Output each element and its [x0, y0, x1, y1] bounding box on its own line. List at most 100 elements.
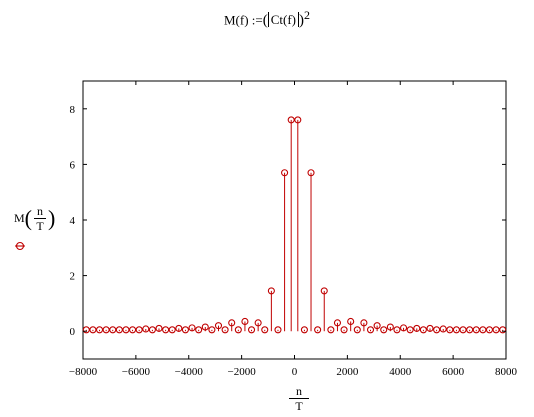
formula-power: 2 [304, 8, 311, 22]
formula-lhs: M(f) [223, 12, 249, 28]
stem-marker [459, 326, 467, 334]
stem-marker [115, 326, 123, 334]
stem-marker [472, 326, 480, 334]
y-axis-ticks: 0 2 4 6 8 [70, 104, 506, 338]
stem-marker [479, 326, 487, 334]
x-tick-label: −2000 [228, 366, 257, 378]
stem-point [254, 319, 262, 332]
stem-point [234, 326, 242, 334]
y-axis-label-num: n [34, 204, 46, 219]
stem-marker [485, 326, 494, 334]
x-axis-label-den: T [295, 399, 303, 413]
series-legend-marker-icon [15, 241, 25, 251]
stem-marker [300, 326, 308, 334]
stem-marker [155, 324, 163, 332]
stem-point [175, 324, 183, 332]
x-tick-label: −8000 [69, 366, 98, 378]
stem-point [122, 326, 130, 334]
stem-point [109, 326, 117, 334]
stem-marker [466, 326, 474, 334]
stem-point [459, 326, 467, 334]
stem-marker [366, 326, 375, 334]
stem-point [360, 319, 368, 332]
x-tick-label: 8000 [495, 366, 518, 378]
stem-marker [281, 169, 289, 177]
stem-marker [492, 326, 500, 334]
stem-marker [122, 326, 130, 334]
x-tick-label: 4000 [389, 366, 412, 378]
stem-point [452, 326, 460, 334]
y-axis-label: M(n T) [14, 204, 55, 233]
formula-close-paren: ) [299, 12, 305, 29]
stem-point [274, 326, 282, 334]
stem-point [281, 169, 289, 332]
stem-point [247, 326, 256, 334]
stem-marker [327, 326, 335, 334]
stem-marker [195, 326, 203, 334]
stem-marker [129, 326, 137, 334]
stem-point [300, 326, 308, 334]
stem-point [181, 326, 189, 334]
stem-marker [267, 287, 275, 295]
y-axis-label-den: T [36, 219, 44, 233]
stem-point [261, 326, 269, 334]
y-tick-label: 4 [70, 215, 76, 227]
stem-point [148, 326, 156, 334]
stem-point [155, 324, 163, 332]
stem-point [485, 326, 494, 334]
stem-marker [452, 326, 460, 334]
stem-marker [148, 326, 156, 334]
stem-point [168, 326, 176, 334]
stem-point [135, 326, 143, 334]
stem-marker [406, 326, 414, 334]
stem-point [472, 326, 480, 334]
x-tick-label: 2000 [336, 366, 359, 378]
stem-point [102, 326, 110, 334]
stem-point [393, 326, 401, 334]
stem-marker [261, 326, 269, 334]
stem-point [347, 317, 355, 332]
y-axis-label-fn: M [14, 211, 25, 225]
stem-marker [109, 326, 117, 334]
stem-point [221, 326, 229, 334]
stem-point [82, 326, 90, 334]
y-tick-label: 2 [70, 271, 76, 283]
plot-border [82, 80, 507, 360]
stem-point [267, 287, 275, 332]
stem-marker [135, 326, 143, 334]
stem-marker [82, 326, 90, 334]
stem-marker [380, 326, 388, 334]
stem-point [320, 287, 328, 332]
stem-marker [214, 322, 223, 330]
stem-marker [254, 319, 262, 327]
stem-marker [95, 326, 104, 334]
stem-marker [89, 326, 97, 334]
stem-point [479, 326, 487, 334]
stem-point [406, 326, 414, 334]
stem-point [327, 326, 335, 334]
stem-marker [333, 319, 342, 327]
formula-inner: Ct(f) [270, 12, 297, 28]
stem-marker [294, 116, 302, 124]
stem-marker [446, 326, 454, 334]
y-axis-label-close-paren: ) [48, 205, 56, 231]
formula-open-paren: ( [262, 12, 268, 29]
stem-marker [234, 326, 242, 334]
plot-frame [82, 80, 507, 360]
stem-point [314, 326, 322, 334]
stem-point [373, 322, 381, 332]
stem-point [366, 326, 375, 334]
stem-point [413, 324, 421, 332]
y-tick-label: 8 [70, 104, 76, 116]
stem-point [129, 326, 137, 334]
stem-point [439, 325, 447, 333]
stem-point [201, 323, 209, 332]
stem-point [499, 326, 507, 334]
stem-marker [241, 317, 249, 326]
stem-point [446, 326, 454, 334]
x-tick-label: 0 [292, 366, 298, 378]
stem-point [241, 317, 249, 332]
stem-marker [142, 325, 150, 333]
